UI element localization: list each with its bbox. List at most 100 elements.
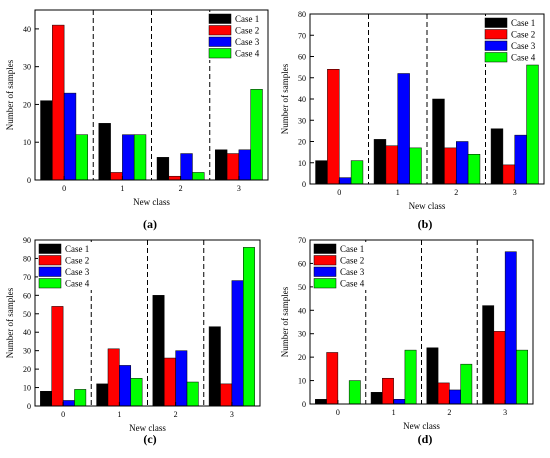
panel-caption: (b)	[418, 217, 433, 231]
y-tick-label: 30	[23, 347, 31, 356]
y-tick-label: 30	[298, 116, 306, 125]
legend-swatch	[208, 36, 232, 47]
y-tick-label: 70	[298, 236, 306, 245]
legend-label: Case 1	[511, 18, 535, 28]
bar	[350, 160, 364, 185]
bar	[107, 348, 120, 407]
y-tick-label: 20	[298, 353, 306, 362]
bar	[327, 69, 340, 185]
y-axis-label: Number of samples	[280, 63, 290, 134]
x-tick-label: 0	[61, 410, 65, 419]
x-tick-label: 2	[174, 410, 178, 419]
bar	[467, 154, 481, 185]
y-tick-label: 0	[302, 400, 306, 409]
y-tick-label: 70	[298, 31, 306, 40]
bar	[208, 326, 221, 407]
x-axis-label: New class	[133, 197, 170, 207]
bar	[482, 305, 495, 405]
bar	[226, 153, 240, 181]
y-tick-label: 80	[298, 10, 306, 19]
x-tick-label: 1	[117, 410, 121, 419]
bar	[152, 295, 165, 407]
legend-label: Case 4	[340, 279, 365, 289]
legend-label: Case 3	[65, 267, 90, 277]
bar	[516, 349, 528, 405]
bar	[52, 24, 65, 181]
legend-swatch	[208, 13, 232, 24]
y-tick-label: 40	[23, 328, 31, 337]
plot-frame	[34, 9, 269, 181]
bar	[180, 153, 193, 181]
bar	[385, 145, 398, 185]
bar	[40, 100, 53, 181]
y-tick-label: 60	[23, 291, 31, 300]
x-tick-label: 2	[454, 188, 458, 197]
y-axis-label: Number of samples	[280, 286, 290, 357]
y-tick-label: 10	[298, 159, 306, 168]
bar	[62, 400, 75, 407]
bar	[122, 134, 135, 181]
bar	[110, 172, 123, 181]
y-tick-label: 0	[27, 402, 31, 411]
bar	[98, 123, 111, 181]
y-tick-label: 30	[23, 63, 31, 72]
bar	[315, 160, 328, 185]
bar	[63, 92, 77, 181]
bar	[373, 139, 387, 185]
legend-swatch	[38, 266, 62, 277]
bar	[130, 378, 143, 407]
legend-label: Case 2	[511, 30, 535, 40]
bar	[40, 390, 52, 407]
bar	[156, 157, 170, 181]
y-tick-label: 90	[23, 236, 31, 245]
legend-swatch	[313, 278, 337, 289]
y-tick-label: 40	[298, 95, 306, 104]
y-tick-label: 50	[298, 74, 306, 83]
x-axis-label: New class	[129, 423, 166, 433]
bar	[315, 399, 327, 405]
x-axis-label: New class	[403, 421, 440, 431]
legend-label: Case 1	[340, 244, 364, 254]
bar	[444, 147, 457, 185]
bar	[348, 380, 361, 405]
x-tick-label: 2	[179, 184, 183, 193]
legend-swatch	[38, 243, 62, 254]
legend-label: Case 1	[65, 244, 89, 254]
legend-label: Case 2	[235, 26, 259, 36]
bar	[437, 382, 450, 405]
bar	[192, 172, 205, 181]
x-tick-label: 0	[62, 184, 66, 193]
legend-label: Case 2	[340, 256, 364, 266]
y-tick-label: 80	[23, 254, 31, 263]
legend-swatch	[38, 255, 62, 266]
y-tick-label: 20	[298, 138, 306, 147]
bar	[238, 149, 251, 181]
bar	[460, 363, 473, 405]
bar	[382, 377, 394, 405]
y-tick-label: 40	[298, 306, 306, 315]
x-tick-label: 1	[392, 408, 396, 417]
bar	[339, 177, 352, 185]
y-tick-label: 60	[298, 53, 306, 62]
bar	[490, 128, 504, 185]
bar	[514, 134, 527, 185]
legend-label: Case 1	[235, 14, 259, 24]
x-tick-label: 0	[336, 408, 340, 417]
x-tick-label: 3	[513, 188, 517, 197]
legend-swatch	[208, 48, 232, 59]
bar	[409, 147, 422, 185]
bar	[215, 149, 228, 181]
bar	[493, 331, 506, 405]
plot-frame	[34, 239, 261, 407]
bar	[75, 134, 88, 181]
y-tick-label: 20	[23, 365, 31, 374]
bar	[397, 73, 410, 185]
bar	[163, 357, 176, 407]
y-tick-label: 50	[298, 283, 306, 292]
legend-swatch	[313, 243, 337, 254]
